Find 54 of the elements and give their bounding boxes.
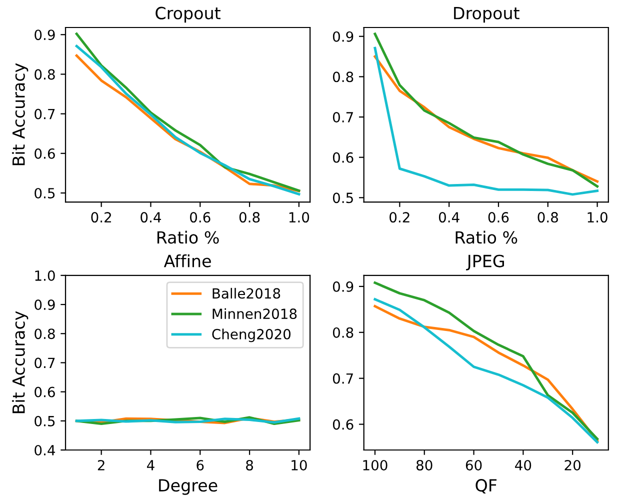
x-tick-label: 60: [466, 460, 482, 470]
y-tick-label: 0.6: [34, 386, 55, 398]
x-tick-label: 20: [564, 460, 580, 470]
y-tick-label: 0.6: [34, 148, 55, 159]
y-tick-label: 0.7: [332, 373, 353, 384]
y-tick-label: 0.8: [332, 72, 354, 82]
x-tick-label: 0.4: [140, 212, 162, 223]
x-axis-title: Ratio %: [157, 230, 219, 244]
y-tick-label: 0.4: [34, 444, 56, 456]
chart-title: Cropout: [156, 6, 220, 23]
y-tick-label: 0.8: [34, 69, 55, 80]
x-tick-label: 0.4: [438, 212, 460, 223]
x-tick-label: 10: [292, 460, 307, 470]
y-tick-label: 0.6: [332, 152, 354, 163]
x-tick-label: 80: [416, 460, 432, 470]
x-tick-label: 0.8: [239, 212, 260, 223]
legend-label: Balle2018: [212, 288, 280, 299]
chart-title: JPEG: [466, 254, 504, 270]
y-tick-label: 0.5: [34, 188, 55, 198]
y-tick-label: 1.0: [35, 270, 55, 281]
y-tick-label: 0.9: [34, 30, 55, 40]
x-tick-label: 8: [246, 460, 254, 470]
y-tick-label: 0.7: [34, 108, 55, 120]
y-tick-label: 0.8: [34, 328, 55, 340]
y-axis-title: Bit Accuracy: [12, 311, 28, 414]
y-tick-label: 0.7: [332, 112, 353, 122]
y-tick-label: 0.9: [332, 31, 354, 42]
y-tick-label: 0.8: [332, 327, 354, 338]
x-tick-label: 40: [515, 460, 532, 470]
y-tick-label: 0.6: [332, 419, 354, 430]
x-tick-label: 0.2: [91, 212, 111, 223]
x-tick-label: 0.6: [488, 212, 509, 223]
x-tick-label: 0.6: [190, 212, 210, 223]
y-tick-label: 0.7: [34, 358, 55, 368]
chart-title: Affine: [164, 254, 211, 268]
x-tick-label: 100: [363, 460, 388, 470]
x-axis-title: Ratio %: [456, 230, 518, 244]
y-tick-label: 0.5: [332, 192, 353, 204]
y-tick-label: 0.9: [34, 299, 55, 310]
y-tick-label: 0.5: [34, 416, 55, 426]
x-tick-label: 6: [196, 460, 204, 470]
legend-label: Cheng2020: [212, 328, 291, 342]
legend-label: Minnen2018: [212, 308, 297, 320]
x-tick-label: 2: [98, 460, 104, 470]
x-tick-label: 4: [147, 460, 154, 470]
x-tick-label: 0.8: [538, 212, 558, 223]
x-tick-label: 1.0: [588, 212, 608, 223]
x-tick-label: 1.0: [289, 212, 310, 223]
y-tick-label: 0.9: [332, 281, 354, 292]
x-axis-title: Degree: [159, 479, 218, 495]
x-tick-label: 0.2: [390, 212, 410, 223]
x-axis-title: QF: [476, 479, 497, 494]
y-axis-title: Bit Accuracy: [12, 63, 28, 166]
chart-title: Dropout: [454, 7, 520, 23]
